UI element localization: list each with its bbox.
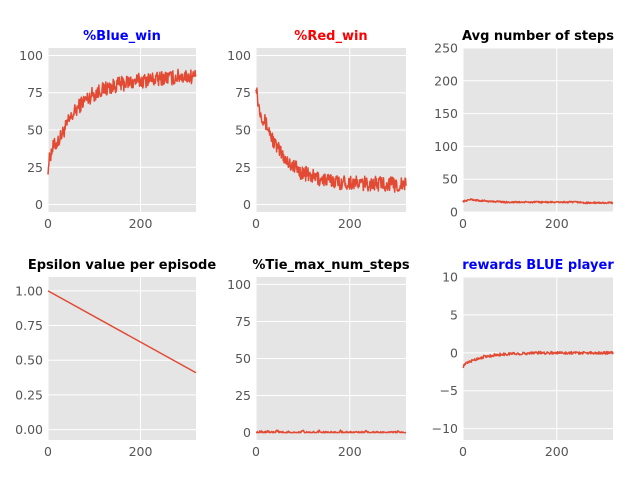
x-tick-label: 200 <box>338 444 362 459</box>
x-tick-label: 200 <box>129 444 153 459</box>
subplot-4: 0.00 0.25 0.50 0.75 1.00 0 200 Epsilon value pe… <box>15 258 216 459</box>
plot-area <box>463 48 613 212</box>
x-tick-label: 200 <box>129 216 153 231</box>
x-tick-label: 200 <box>545 444 569 459</box>
y-tick-label: 1.00 <box>15 283 43 298</box>
x-tick-label: 200 <box>545 216 569 231</box>
y-tick-label: 25 <box>235 160 251 175</box>
y-tick-label: 0 <box>450 345 458 360</box>
plot-area <box>48 277 196 440</box>
y-tick-label: −5 <box>440 383 458 398</box>
y-tick-label: 0 <box>243 425 251 440</box>
y-tick-label: 100 <box>19 48 43 63</box>
series-line <box>462 198 614 205</box>
x-tick-label: 0 <box>459 444 467 459</box>
y-tick-label: 50 <box>235 123 251 138</box>
x-tick-label: 0 <box>44 444 52 459</box>
chart-title: %Blue_win <box>83 29 161 44</box>
y-tick-label: 50 <box>442 172 458 187</box>
y-tick-label: 0 <box>243 197 251 212</box>
series-line <box>47 68 197 175</box>
y-tick-label: 0 <box>450 205 458 220</box>
y-tick-label: 10 <box>442 270 458 285</box>
subplot-2: 0 25 50 75 100 0 200 %Red_win <box>227 29 407 231</box>
x-tick-label: 0 <box>252 444 260 459</box>
chart-title: rewards BLUE player <box>462 258 614 273</box>
subplot-3: 0 50 100 150 200 250 0 200 Avg number of steps <box>434 29 614 231</box>
y-tick-label: 0.25 <box>15 387 43 402</box>
y-tick-label: 0.00 <box>15 422 43 437</box>
chart-title: %Tie_max_num_steps <box>252 258 410 273</box>
chart-title: Epsilon value per episode <box>28 258 216 273</box>
series-line <box>462 350 614 369</box>
y-tick-label: 0.50 <box>15 353 43 368</box>
y-tick-label: 0.75 <box>15 318 43 333</box>
chart-title: Avg number of steps <box>462 29 614 44</box>
series-line <box>255 87 407 193</box>
subplot-6: −10 −5 0 5 10 0 200 rewards BLUE player <box>432 258 615 459</box>
y-tick-label: 100 <box>227 277 251 292</box>
y-tick-label: 100 <box>434 139 458 154</box>
y-tick-label: 150 <box>434 106 458 121</box>
subplot-5: 0 25 50 75 100 0 200 %Tie_max_num_steps <box>227 258 410 459</box>
y-tick-label: 5 <box>450 307 458 322</box>
x-tick-label: 0 <box>44 216 52 231</box>
y-tick-label: 25 <box>27 160 43 175</box>
y-tick-label: 50 <box>235 351 251 366</box>
y-tick-label: 100 <box>227 48 251 63</box>
series-line <box>255 429 407 434</box>
series-line <box>47 290 197 374</box>
y-tick-label: 75 <box>235 314 251 329</box>
y-tick-label: 75 <box>235 85 251 100</box>
y-tick-label: −10 <box>432 421 458 436</box>
x-tick-label: 0 <box>459 216 467 231</box>
y-tick-label: 0 <box>35 197 43 212</box>
subplot-1: 0 25 50 75 100 0 200 %Blue_win <box>19 29 197 231</box>
y-tick-label: 200 <box>434 73 458 88</box>
y-tick-label: 75 <box>27 85 43 100</box>
y-tick-label: 50 <box>27 123 43 138</box>
x-tick-label: 0 <box>252 216 260 231</box>
chart-title: %Red_win <box>294 29 367 44</box>
plot-area <box>463 277 613 440</box>
y-tick-label: 25 <box>235 388 251 403</box>
x-tick-label: 200 <box>338 216 362 231</box>
y-tick-label: 250 <box>434 41 458 56</box>
